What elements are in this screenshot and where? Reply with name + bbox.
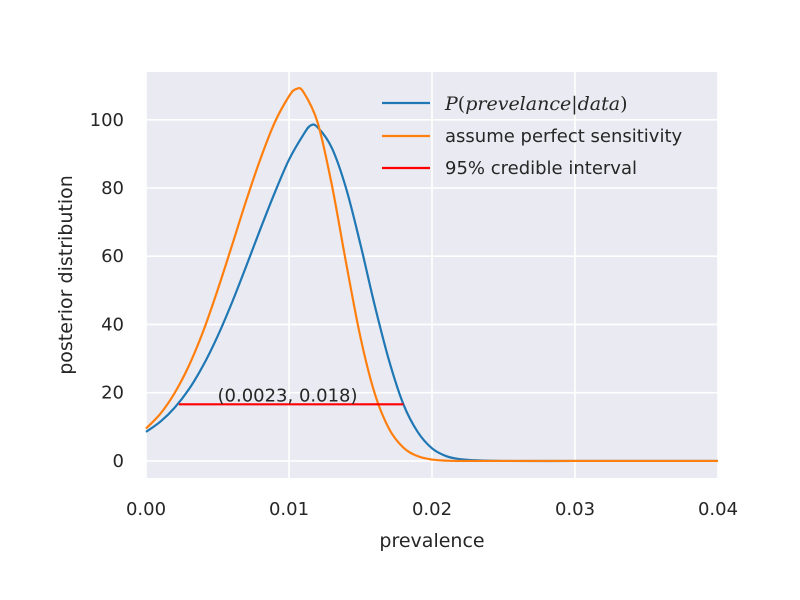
legend: P(prevelance|data) assume perfect sensiti… — [382, 93, 683, 179]
x-tick-label: 0.02 — [412, 499, 452, 520]
legend-label: assume perfect sensitivity — [445, 126, 683, 147]
y-tick-label: 40 — [101, 314, 124, 335]
legend-label-part: | — [571, 93, 577, 115]
y-tick-label: 20 — [101, 383, 124, 404]
legend-label-part: ( — [458, 93, 465, 115]
legend-label-part: prevelance — [465, 93, 571, 115]
tick-labels: 0.00 0.01 0.02 0.03 0.04 0 20 40 60 80 100 — [90, 110, 738, 520]
x-tick-label: 0.04 — [698, 499, 738, 520]
y-tick-label: 100 — [90, 110, 124, 131]
x-tick-label: 0.03 — [555, 499, 595, 520]
grid — [145, 72, 719, 478]
legend-label-part: P — [444, 93, 459, 115]
y-tick-label: 80 — [101, 178, 124, 199]
x-tick-label: 0.00 — [126, 499, 166, 520]
perfect-sensitivity-curve — [145, 86, 718, 463]
y-axis-label: posterior distribution — [55, 175, 77, 375]
x-axis-label: prevalence — [379, 530, 484, 552]
legend-label-part: data — [578, 93, 620, 115]
x-tick-label: 0.01 — [269, 499, 309, 520]
y-tick-label: 0 — [113, 451, 124, 472]
legend-label: 95% credible interval — [445, 158, 637, 179]
legend-label: P(prevelance|data) — [444, 93, 628, 115]
y-tick-label: 60 — [101, 246, 124, 267]
series-lines — [145, 86, 718, 463]
annotations: (0.0023, 0.018) — [218, 386, 358, 407]
legend-label-part: ) — [620, 93, 627, 115]
credible-interval-annotation: (0.0023, 0.018) — [218, 386, 358, 407]
